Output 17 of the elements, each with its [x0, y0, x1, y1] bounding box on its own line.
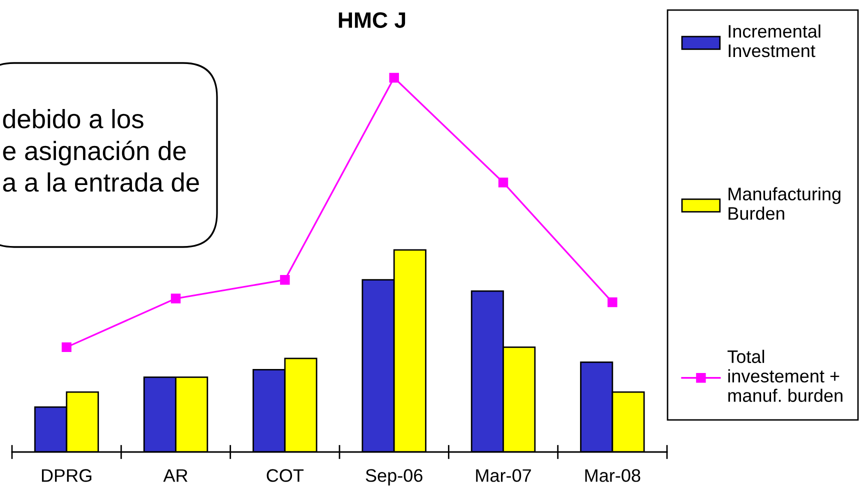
legend-label: Total investement + manuf. burden	[728, 350, 842, 402]
point	[498, 178, 508, 188]
x-tick-label: Mar-08	[585, 469, 640, 482]
x-tick-label: Mar-07	[476, 469, 531, 482]
x-tick-label: Sep-06	[366, 469, 422, 486]
annotation: debido a los e asignación de a a la entrada de	[3, 109, 199, 192]
legend-label: Incremental Investment	[728, 24, 820, 58]
x-tick-label: DPRG	[42, 469, 92, 482]
legend-label: Manufacturing Burden	[728, 187, 840, 220]
point	[170, 294, 181, 304]
point	[608, 297, 618, 308]
chart-title: HMC J	[338, 12, 406, 28]
point	[62, 342, 72, 352]
point	[280, 274, 290, 285]
x-tick-label: COT	[266, 469, 304, 482]
point	[389, 72, 399, 83]
x-tick-label: AR	[163, 469, 188, 482]
